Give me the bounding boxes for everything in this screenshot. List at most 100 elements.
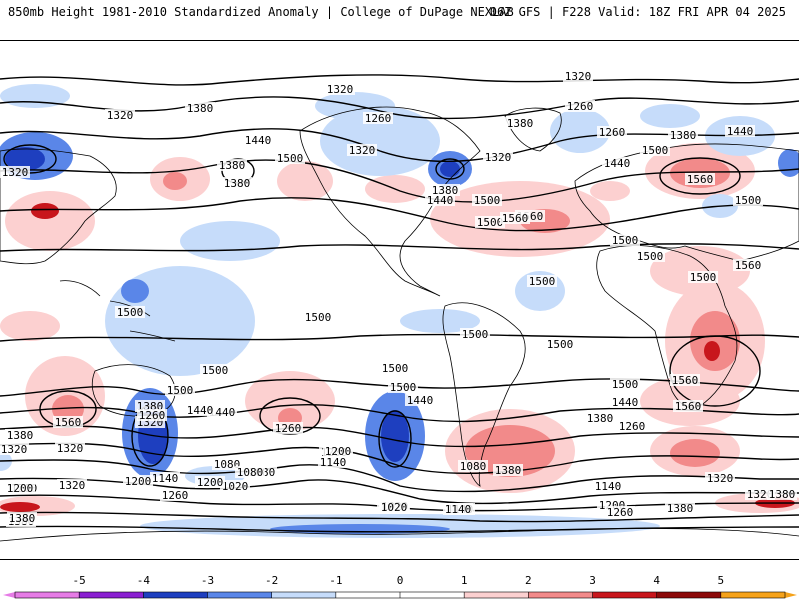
contour-line — [378, 410, 412, 468]
anomaly-blob — [381, 410, 409, 462]
contour-label: 1320 — [327, 83, 354, 96]
contour-label: 1080 — [460, 460, 487, 473]
contour-label: 1500 — [612, 234, 639, 247]
contour-label-bg — [7, 512, 37, 524]
contour-label: 1380 — [432, 184, 459, 197]
contour-label-bg — [493, 464, 523, 476]
contour-label: 1140 — [445, 503, 472, 516]
legend-swatch — [15, 592, 80, 598]
contour-label: 1380 — [667, 502, 694, 515]
legend-tick-label: -1 — [329, 574, 342, 587]
contour-label-bg — [610, 396, 640, 408]
contour-label: 1260 — [365, 112, 392, 125]
contour-label: 1380 — [187, 102, 214, 115]
contour-label-bg — [150, 472, 180, 484]
contour-label-bg — [222, 177, 252, 189]
contour-label-bg — [545, 338, 575, 350]
legend-tick-label: 3 — [589, 574, 596, 587]
contour-label-bg — [617, 420, 647, 432]
legend-swatch — [335, 592, 401, 598]
contour-label: 1380 — [769, 488, 796, 501]
contour-label-bg — [380, 362, 410, 374]
contour-label-bg — [458, 460, 488, 472]
legend-swatch — [207, 592, 273, 598]
contour-label: 1440 — [612, 396, 639, 409]
contour-line — [0, 333, 800, 342]
contour-label-bg — [565, 100, 595, 112]
anomaly-blob — [590, 181, 630, 201]
anomaly-blob — [440, 161, 460, 177]
contour-label: 1380 — [219, 159, 246, 172]
contour-label: 1200 — [325, 445, 352, 458]
contour-label: 1020 — [222, 480, 249, 493]
legend-ticks: -5 -4 -3 -2 -1 0 1 2 3 4 5 — [73, 574, 724, 598]
contour-label-bg — [593, 480, 623, 492]
legend-swatch — [271, 592, 337, 598]
contour-line — [659, 157, 741, 195]
contour-label-bg — [325, 83, 355, 95]
legend-swatch — [464, 592, 529, 598]
contour-label-bg — [705, 472, 735, 484]
contour-label-bg — [505, 117, 535, 129]
contour-label: 1500 — [547, 338, 574, 351]
contour-label-bg — [212, 458, 242, 470]
contour-label: 1440 — [187, 404, 214, 417]
contour-line — [669, 335, 761, 407]
contour-label-bg — [460, 328, 490, 340]
map-title: 850mb Height 1981-2010 Standardized Anom… — [8, 5, 514, 19]
contour-label: 1140 — [595, 480, 622, 493]
contour-label: 1320 — [2, 166, 29, 179]
contour-label-bg — [443, 503, 473, 515]
contour-line — [0, 425, 800, 448]
contour-line — [0, 197, 800, 232]
contour-line — [0, 459, 799, 493]
contour-label-bg — [185, 404, 215, 416]
contour-label-bg — [235, 466, 265, 478]
contour-label-bg — [185, 102, 215, 114]
contour-label: 1380 — [507, 117, 534, 130]
contour-label: 1320 — [565, 70, 592, 83]
contour-label: 1260 — [599, 126, 626, 139]
contour-label: 1500 — [477, 216, 504, 229]
legend-tick-label: 4 — [653, 574, 660, 587]
contour-label: 1320 — [485, 151, 512, 164]
legend-tick-label: 2 — [525, 574, 532, 587]
contour-label-bg — [430, 184, 460, 196]
anomaly-blob — [5, 147, 45, 171]
contour-label: 1260 — [162, 489, 189, 502]
contour-label: 1380 — [224, 177, 251, 190]
legend-swatch — [592, 592, 658, 598]
contour-label: 1500 — [390, 381, 417, 394]
contour-label-bg — [733, 259, 763, 271]
anomaly-blob — [0, 311, 60, 341]
contour-label-bg — [605, 506, 635, 518]
contour-label: 1440 — [407, 394, 434, 407]
contour-label-bg — [725, 125, 755, 137]
contour-labels: 1320132013801440138015001320126013201380… — [0, 70, 797, 528]
contour-label-bg — [137, 409, 167, 421]
legend-tick-label: 0 — [397, 574, 404, 587]
contour-label: 1500 — [277, 152, 304, 165]
contour-label: 1440 — [727, 125, 754, 138]
anomaly-map: 1320132013801440138015001320126013201380… — [0, 70, 800, 542]
contour-line — [435, 158, 465, 180]
contour-label: 1500 — [690, 271, 717, 284]
contour-label-bg — [475, 216, 505, 228]
contour-line — [0, 243, 800, 252]
contour-label-bg — [5, 429, 35, 441]
anomaly-blob — [778, 149, 800, 177]
contour-label-bg — [303, 311, 333, 323]
contour-label-bg — [668, 129, 698, 141]
contour-label: 1500 — [462, 328, 489, 341]
contour-label: 1320 — [747, 488, 774, 501]
contour-label-bg — [105, 109, 135, 121]
coastline — [299, 106, 481, 297]
contour-label: 1560 — [735, 259, 762, 272]
contour-label: 1500 — [474, 194, 501, 207]
contour-label: 1560 — [672, 374, 699, 387]
anomaly-blob — [5, 191, 95, 251]
contour-label: 1440 — [245, 134, 272, 147]
contour-label-bg — [165, 384, 195, 396]
contour-label: 1080 — [237, 466, 264, 479]
legend-swatch — [528, 592, 593, 598]
